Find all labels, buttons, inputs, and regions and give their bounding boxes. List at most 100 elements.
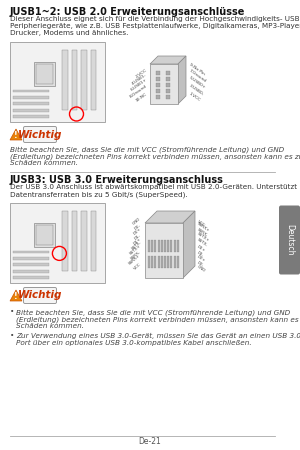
Bar — [10, 203, 105, 283]
Bar — [166, 71, 170, 75]
Bar — [167, 240, 169, 252]
Bar — [154, 256, 156, 268]
Bar — [62, 50, 68, 110]
Text: 8.Ground: 8.Ground — [129, 84, 148, 99]
Bar — [156, 71, 160, 75]
Bar — [164, 240, 166, 252]
Text: D2+: D2+ — [196, 254, 206, 263]
Bar — [13, 270, 49, 273]
Bar — [13, 263, 49, 266]
Bar — [62, 211, 68, 271]
Bar — [81, 50, 87, 110]
Text: Zur Verwendung eines USB 3.0-Gerät, müssen Sie das Gerät an einen USB 3.0: Zur Verwendung eines USB 3.0-Gerät, müss… — [16, 333, 300, 339]
Bar — [13, 96, 49, 99]
Bar — [170, 256, 172, 268]
Text: VCC: VCC — [196, 220, 206, 228]
FancyBboxPatch shape — [23, 288, 56, 303]
Text: Deutsch: Deutsch — [285, 224, 294, 256]
Bar — [13, 103, 49, 105]
Bar — [13, 90, 49, 92]
Bar — [154, 240, 156, 252]
Text: JUSB1~2: USB 2.0 Erweiterungsanschlüsse: JUSB1~2: USB 2.0 Erweiterungsanschlüsse — [10, 7, 245, 17]
Bar — [145, 223, 183, 278]
Bar — [10, 42, 105, 122]
Text: Bitte beachten Sie, dass Sie die mit VCC (Stromführende Leitung) und GND: Bitte beachten Sie, dass Sie die mit VCC… — [16, 309, 290, 315]
Text: SSTX-: SSTX- — [130, 240, 142, 251]
Text: •: • — [10, 309, 14, 315]
Text: 1.VCC: 1.VCC — [188, 92, 201, 103]
Bar — [177, 240, 179, 252]
Text: 9.No Pin: 9.No Pin — [188, 62, 205, 76]
Bar — [177, 256, 179, 268]
Bar — [156, 89, 160, 93]
Text: (Erdleitung) bezeichneten Pins korrekt verbinden müssen, ansonsten kann es zu: (Erdleitung) bezeichneten Pins korrekt v… — [16, 316, 300, 323]
Text: Schäden kommen.: Schäden kommen. — [16, 323, 84, 329]
Text: Schäden kommen.: Schäden kommen. — [10, 160, 78, 166]
Text: 7.Ground: 7.Ground — [188, 68, 207, 83]
Bar — [13, 251, 49, 253]
Text: Port über ein optionales USB 3.0-kompatibles Kabel anschließen.: Port über ein optionales USB 3.0-kompati… — [16, 340, 252, 346]
Text: JUSB3: USB 3.0 Erweiterungsanschluss: JUSB3: USB 3.0 Erweiterungsanschluss — [10, 175, 224, 185]
Text: Wichtig: Wichtig — [18, 291, 62, 301]
Bar — [34, 223, 55, 247]
Text: D1+: D1+ — [196, 244, 206, 253]
Text: Drucker, Modems und ähnliches.: Drucker, Modems und ähnliches. — [10, 30, 128, 36]
FancyBboxPatch shape — [23, 126, 56, 143]
Bar — [72, 50, 77, 110]
Text: Datentransferraten bis zu 5 Gbit/s (SuperSpeed).: Datentransferraten bis zu 5 Gbit/s (Supe… — [10, 191, 188, 198]
Bar — [167, 256, 169, 268]
Bar — [166, 89, 170, 93]
Text: SSRX-: SSRX- — [130, 250, 142, 261]
Text: SSTX+: SSTX+ — [129, 244, 142, 256]
Text: GND: GND — [132, 217, 142, 226]
Bar — [174, 256, 176, 268]
Bar — [151, 256, 153, 268]
Bar — [36, 225, 52, 245]
Text: D1+: D1+ — [132, 237, 142, 246]
Polygon shape — [145, 211, 195, 223]
Text: VCC: VCC — [133, 262, 142, 271]
Text: 2.VCC: 2.VCC — [135, 68, 148, 78]
Bar — [150, 64, 178, 104]
Bar — [151, 240, 153, 252]
Text: D1-: D1- — [196, 251, 204, 258]
Bar — [148, 240, 150, 252]
Bar — [174, 240, 176, 252]
Text: Dieser Anschluss eignet sich für die Verbindung der Hochgeschwindigkeits- USB-: Dieser Anschluss eignet sich für die Ver… — [10, 16, 300, 22]
Polygon shape — [150, 56, 186, 64]
Bar — [91, 211, 97, 271]
Text: D2+: D2+ — [132, 227, 142, 236]
FancyBboxPatch shape — [279, 206, 300, 274]
Text: SSTX+: SSTX+ — [196, 232, 210, 243]
Polygon shape — [10, 290, 22, 301]
Bar — [158, 240, 160, 252]
Bar — [166, 77, 170, 81]
Bar — [36, 64, 52, 84]
Text: (Erdleitung) bezeichneten Pins korrekt verbinden müssen, ansonsten kann es zu: (Erdleitung) bezeichneten Pins korrekt v… — [10, 153, 300, 160]
Bar — [81, 211, 87, 271]
Bar — [34, 62, 55, 86]
Polygon shape — [10, 129, 22, 140]
Text: Der USB 3.0 Anschluss ist abwärtskompatibel mit USB 2.0-Geräten. Unterstützt: Der USB 3.0 Anschluss ist abwärtskompati… — [10, 184, 297, 190]
Bar — [161, 240, 163, 252]
Text: SSRX-: SSRX- — [196, 228, 208, 238]
Bar — [13, 257, 49, 260]
Text: 5.USB0+: 5.USB0+ — [188, 76, 206, 90]
Text: D2-: D2- — [134, 223, 142, 231]
Text: SSRX+: SSRX+ — [196, 221, 210, 233]
Bar — [148, 256, 150, 268]
Bar — [164, 256, 166, 268]
Text: SSRX+: SSRX+ — [128, 254, 142, 266]
Text: •: • — [10, 333, 14, 339]
Text: 6.USB1+: 6.USB1+ — [130, 78, 148, 92]
Bar — [170, 240, 172, 252]
Bar — [156, 77, 160, 81]
Bar — [158, 256, 160, 268]
Text: De-21: De-21 — [139, 437, 161, 446]
Bar — [72, 211, 77, 271]
Polygon shape — [183, 211, 195, 278]
Text: !: ! — [14, 292, 18, 301]
Bar — [13, 109, 49, 112]
Bar — [156, 83, 160, 87]
Text: !: ! — [14, 131, 18, 140]
